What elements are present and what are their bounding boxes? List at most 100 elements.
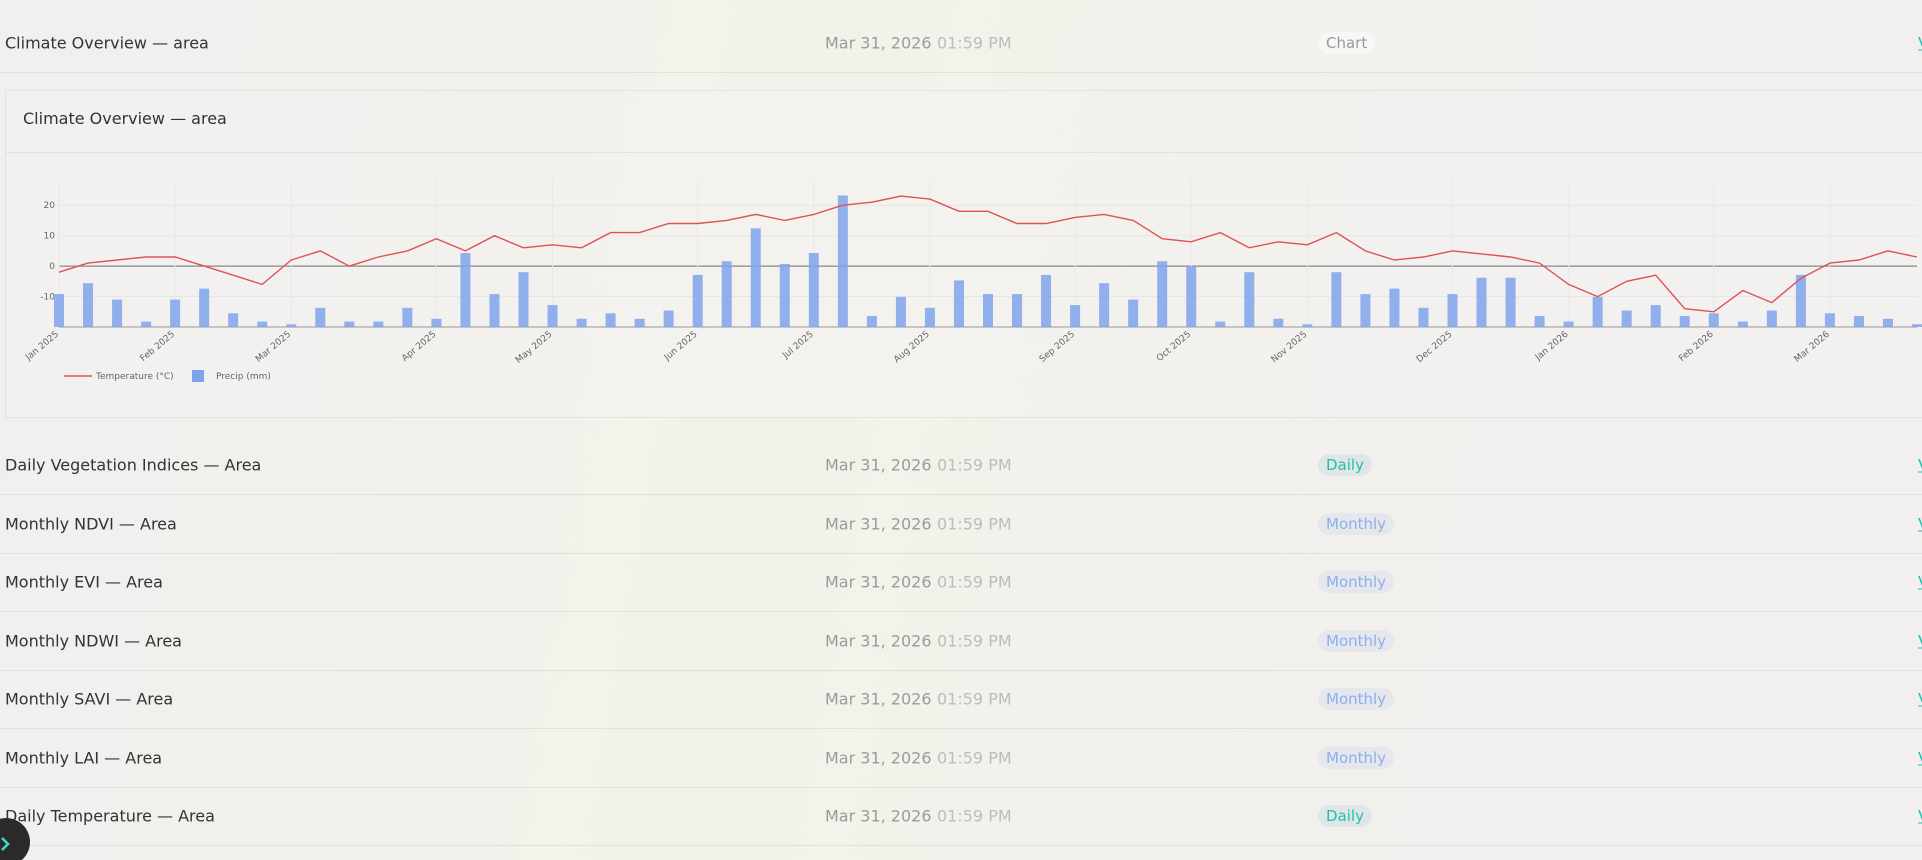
row-time: 01:59 PM bbox=[937, 514, 1012, 533]
row-date: Mar 31, 2026 bbox=[825, 572, 932, 592]
bar bbox=[170, 299, 181, 327]
bar bbox=[1215, 321, 1226, 327]
table-row[interactable]: Monthly LAI — Area Mar 31, 2026 01:59 PM Mo… bbox=[0, 729, 1922, 788]
y-tick-label: 20 bbox=[44, 201, 56, 211]
row-badge: Monthly bbox=[1318, 746, 1395, 769]
chart-card: Climate Overview — area bbox=[5, 90, 1922, 418]
row-time: 01:59 PM bbox=[937, 572, 1012, 592]
bar bbox=[1563, 321, 1574, 327]
row-date: Mar 31, 2026 bbox=[825, 33, 932, 53]
row-action[interactable]: View bbox=[1918, 34, 1922, 53]
bar bbox=[1157, 261, 1168, 327]
bar bbox=[1853, 316, 1864, 327]
row-badge: Chart bbox=[1318, 32, 1376, 54]
bar bbox=[402, 307, 413, 327]
row-badge: Daily bbox=[1318, 805, 1372, 827]
row-time: 01:59 PM bbox=[937, 631, 1012, 650]
bar bbox=[1418, 307, 1429, 327]
bar bbox=[1882, 318, 1893, 327]
expand-icon bbox=[1, 837, 10, 851]
bar bbox=[1389, 288, 1400, 327]
bar bbox=[1041, 274, 1052, 327]
y-tick-label: 10 bbox=[44, 232, 56, 242]
bar bbox=[1244, 272, 1255, 327]
row-name: Climate Overview — area bbox=[5, 33, 209, 53]
table-row[interactable]: Monthly SAVI — Area Mar 31, 2026 01:59 PM M… bbox=[0, 670, 1922, 729]
x-tick-label: Sep 2025 bbox=[1038, 330, 1077, 365]
bar bbox=[1070, 305, 1081, 327]
expand-button[interactable] bbox=[0, 818, 30, 860]
bar bbox=[1737, 321, 1748, 327]
row-name: Monthly NDVI — Area bbox=[5, 514, 177, 533]
x-tick-label: Dec 2025 bbox=[1415, 330, 1455, 365]
x-tick-label: Jan 2025 bbox=[23, 330, 61, 364]
row-time: 01:59 PM bbox=[937, 455, 1012, 475]
bar bbox=[1592, 296, 1603, 327]
table-row[interactable]: Climate Overview — area Mar 31, 2026 01:59… bbox=[0, 14, 1922, 73]
bar bbox=[1012, 294, 1023, 327]
table-row[interactable]: Monthly NDVI — Area Mar 31, 2026 01:59 PM M… bbox=[0, 495, 1922, 554]
bar bbox=[837, 195, 848, 327]
bar bbox=[460, 253, 471, 327]
x-tick-label: Jul 2025 bbox=[780, 330, 815, 362]
x-tick-label: Feb 2026 bbox=[1677, 329, 1716, 364]
row-date: Mar 31, 2026 bbox=[825, 748, 932, 767]
bar bbox=[1824, 313, 1835, 327]
row-date: Mar 31, 2026 bbox=[825, 806, 932, 826]
x-tick-label: Mar 2025 bbox=[254, 330, 293, 365]
table-row[interactable]: Monthly NDWI — Area Mar 31, 2026 01:59 PM M… bbox=[0, 612, 1922, 671]
bar bbox=[750, 228, 761, 327]
y-tick-label: 0 bbox=[49, 262, 55, 272]
legend-label: Precip (mm) bbox=[216, 372, 271, 382]
bar bbox=[1621, 310, 1632, 327]
row-action[interactable]: View bbox=[1918, 807, 1922, 826]
bar bbox=[692, 274, 703, 327]
row-name: Monthly SAVI — Area bbox=[5, 689, 174, 709]
bar bbox=[315, 307, 326, 327]
row-action[interactable]: View bbox=[1918, 456, 1922, 475]
row-time: 01:59 PM bbox=[937, 33, 1012, 53]
bar bbox=[1447, 294, 1458, 327]
bar bbox=[605, 313, 616, 327]
bar bbox=[663, 310, 674, 327]
bar bbox=[1708, 313, 1719, 327]
row-name: Monthly NDWI — Area bbox=[5, 631, 182, 650]
bar bbox=[1128, 299, 1139, 327]
bar bbox=[1679, 316, 1690, 327]
x-tick-label: Aug 2025 bbox=[892, 330, 932, 366]
row-action[interactable]: View bbox=[1918, 748, 1922, 767]
table-row[interactable]: Daily Vegetation Indices — Area Mar 31, 2… bbox=[0, 436, 1922, 495]
chart: -10 0 10 20 Jan 2025 Feb 2025 Mar 2025 Apr 2025… bbox=[23, 180, 1922, 382]
bar bbox=[1273, 318, 1284, 327]
bar bbox=[54, 294, 64, 327]
table-row[interactable]: Daily Temperature — Area Mar 31, 2026 01:5… bbox=[0, 787, 1922, 846]
row-name: Daily Vegetation Indices — Area bbox=[5, 455, 262, 475]
row-name: Monthly EVI — Area bbox=[5, 572, 163, 592]
row-action[interactable]: View bbox=[1918, 631, 1922, 650]
bar bbox=[257, 321, 268, 327]
row-badge: Monthly bbox=[1318, 512, 1395, 535]
row-action[interactable]: View bbox=[1918, 514, 1922, 533]
bar bbox=[983, 294, 993, 327]
x-tick-label: Apr 2025 bbox=[400, 330, 438, 364]
bar bbox=[634, 318, 645, 327]
bar bbox=[808, 253, 819, 327]
bar bbox=[953, 280, 964, 327]
chart-card-title: Climate Overview — area bbox=[23, 109, 227, 128]
row-date: Mar 31, 2026 bbox=[825, 455, 932, 475]
row-action[interactable]: View bbox=[1918, 573, 1922, 592]
bar bbox=[779, 263, 790, 327]
bar bbox=[924, 307, 935, 327]
row-action[interactable]: View bbox=[1918, 690, 1922, 709]
bar bbox=[373, 321, 384, 327]
bar bbox=[895, 296, 906, 327]
row-time: 01:59 PM bbox=[937, 689, 1012, 709]
table-row[interactable]: Monthly EVI — Area Mar 31, 2026 01:59 PM Mo… bbox=[0, 553, 1922, 612]
bar bbox=[286, 324, 297, 327]
bar bbox=[83, 283, 94, 327]
bar bbox=[866, 316, 877, 327]
x-tick-label: Feb 2025 bbox=[139, 330, 177, 364]
row-date: Mar 31, 2026 bbox=[825, 689, 932, 709]
row-date: Mar 31, 2026 bbox=[825, 631, 932, 650]
